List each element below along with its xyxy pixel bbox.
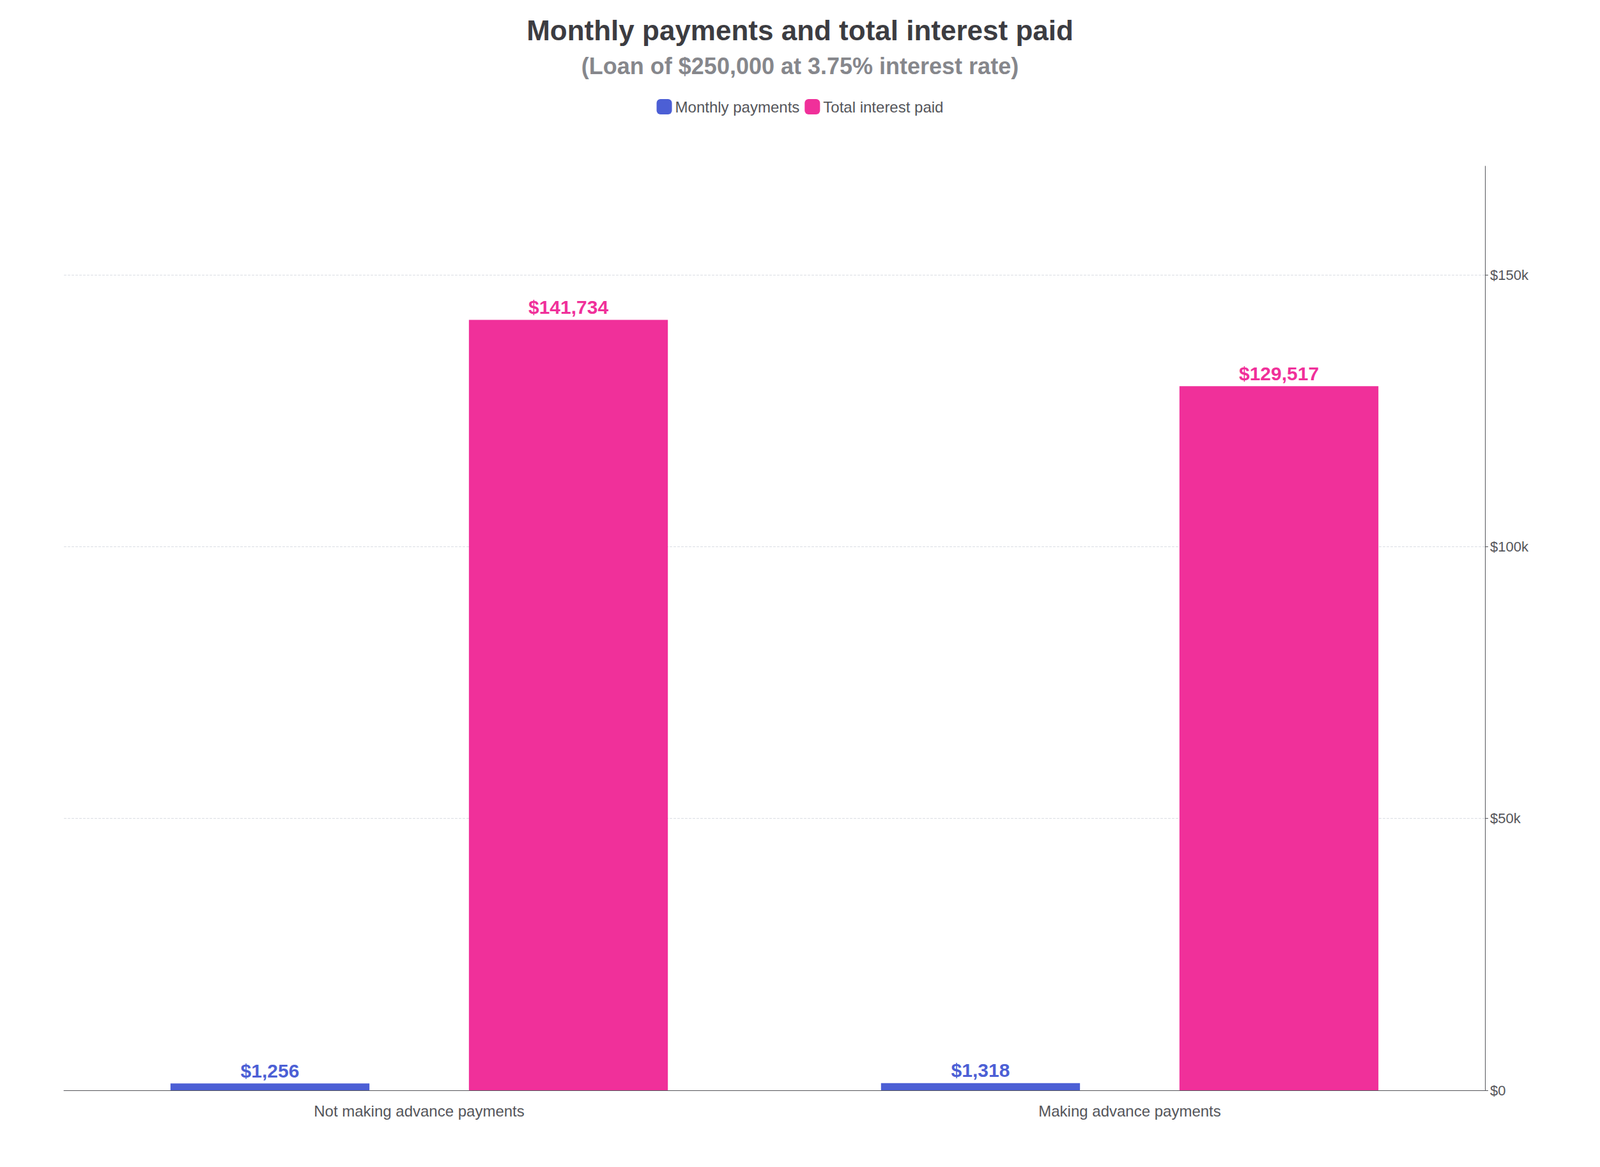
svg-text:$100k: $100k <box>1490 538 1530 555</box>
svg-text:(Loan of $250,000 at 3.75% int: (Loan of $250,000 at 3.75% interest rate… <box>581 53 1019 80</box>
svg-text:Not making advance payments: Not making advance payments <box>313 1102 525 1120</box>
svg-text:$141,734: $141,734 <box>528 296 609 318</box>
svg-text:$1,256: $1,256 <box>240 1060 300 1082</box>
svg-text:$0: $0 <box>1490 1082 1506 1099</box>
svg-text:Making advance payments: Making advance payments <box>1038 1102 1222 1120</box>
svg-text:Monthly payments and total int: Monthly payments and total interest paid <box>526 14 1074 47</box>
svg-text:$1,318: $1,318 <box>951 1059 1011 1081</box>
svg-text:$150k: $150k <box>1490 267 1530 284</box>
svg-text:$50k: $50k <box>1490 810 1522 827</box>
svg-text:Monthly payments: Monthly payments <box>675 98 800 116</box>
svg-text:$129,517: $129,517 <box>1238 362 1319 385</box>
svg-text:Total interest paid: Total interest paid <box>823 98 944 116</box>
